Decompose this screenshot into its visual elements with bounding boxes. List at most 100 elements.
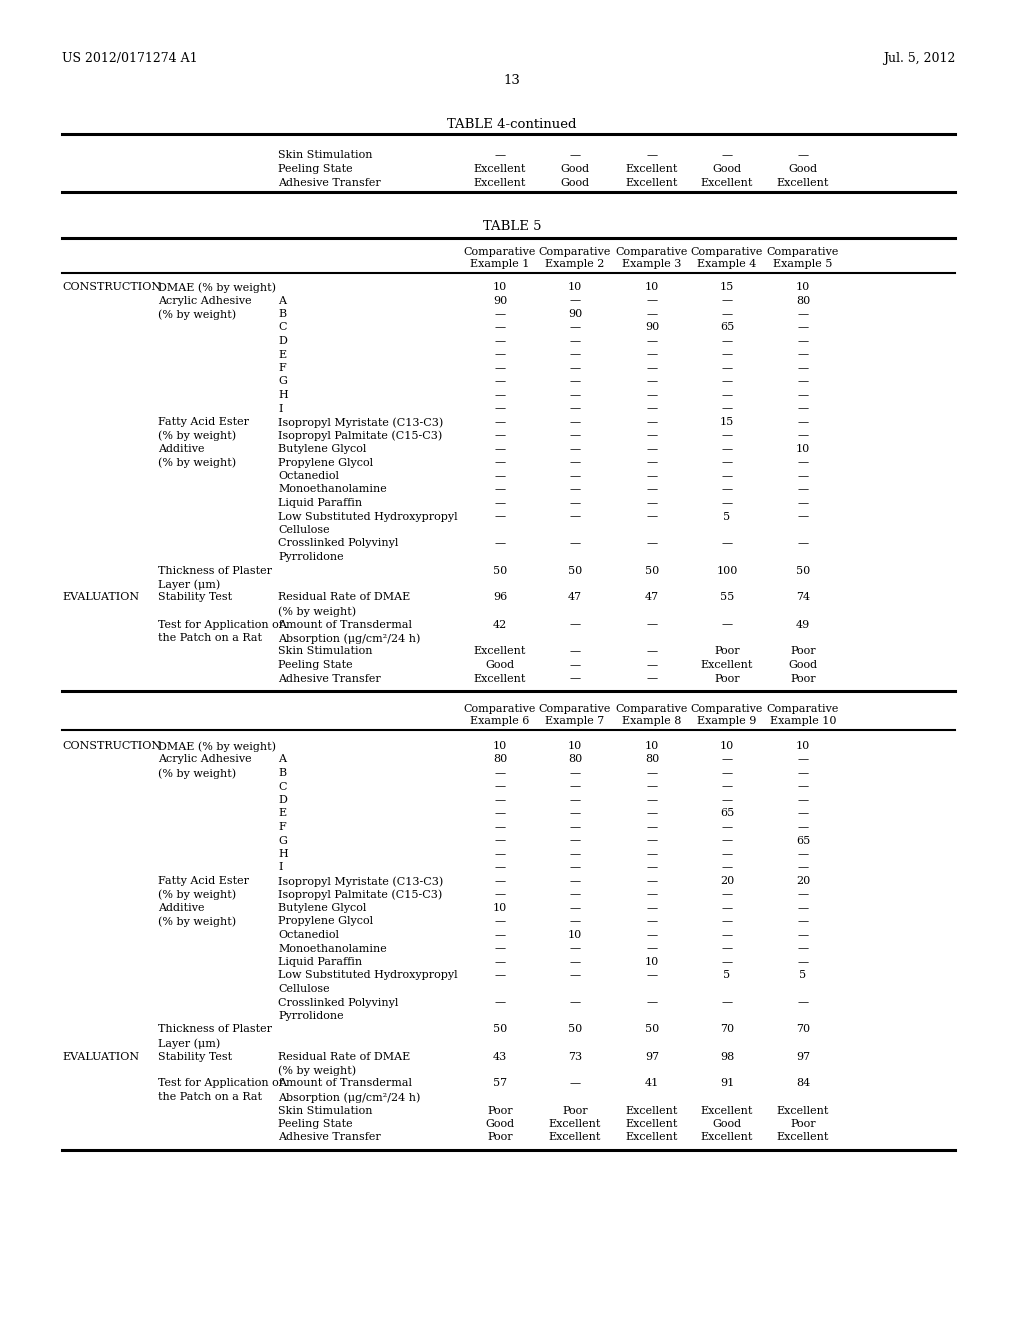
Text: —: — [798,755,809,764]
Text: —: — [722,471,732,480]
Text: Butylene Glycol: Butylene Glycol [278,903,367,913]
Text: —: — [798,768,809,777]
Text: 10: 10 [645,282,659,292]
Text: —: — [722,458,732,467]
Text: —: — [798,931,809,940]
Text: —: — [722,944,732,953]
Text: 97: 97 [796,1052,810,1061]
Text: Monoethanolamine: Monoethanolamine [278,484,387,495]
Text: Example 9: Example 9 [697,715,757,726]
Text: 91: 91 [720,1078,734,1089]
Text: 50: 50 [568,1024,582,1035]
Text: Skin Stimulation: Skin Stimulation [278,1106,373,1115]
Text: —: — [569,768,581,777]
Text: —: — [495,836,506,846]
Text: —: — [722,539,732,549]
Text: Layer (μm): Layer (μm) [158,579,220,590]
Text: —: — [569,998,581,1007]
Text: —: — [569,619,581,630]
Text: —: — [569,781,581,792]
Text: —: — [646,998,657,1007]
Text: 5: 5 [723,511,730,521]
Text: Cellulose: Cellulose [278,983,330,994]
Text: Good: Good [788,164,817,174]
Text: —: — [569,430,581,441]
Text: EVALUATION: EVALUATION [62,593,139,602]
Text: —: — [569,957,581,968]
Text: Excellent: Excellent [626,164,678,174]
Text: 55: 55 [720,593,734,602]
Text: —: — [495,376,506,387]
Text: 96: 96 [493,593,507,602]
Text: C: C [278,781,287,792]
Text: H: H [278,849,288,859]
Text: Excellent: Excellent [777,178,829,187]
Text: —: — [798,862,809,873]
Text: —: — [569,862,581,873]
Text: 20: 20 [796,876,810,886]
Text: CONSTRUCTION: CONSTRUCTION [62,741,161,751]
Text: —: — [646,808,657,818]
Text: —: — [569,376,581,387]
Text: —: — [646,660,657,671]
Text: 50: 50 [796,565,810,576]
Text: 74: 74 [796,593,810,602]
Text: —: — [646,903,657,913]
Text: —: — [646,389,657,400]
Text: Comparative: Comparative [691,704,763,714]
Text: 50: 50 [645,565,659,576]
Text: —: — [646,404,657,413]
Text: —: — [646,363,657,374]
Text: D: D [278,795,287,805]
Text: —: — [646,795,657,805]
Text: Acrylic Adhesive: Acrylic Adhesive [158,296,252,305]
Text: Isopropyl Palmitate (C15-C3): Isopropyl Palmitate (C15-C3) [278,430,442,441]
Text: —: — [722,998,732,1007]
Text: —: — [798,337,809,346]
Text: —: — [646,876,657,886]
Text: —: — [722,404,732,413]
Text: Excellent: Excellent [474,164,526,174]
Text: —: — [495,890,506,899]
Text: —: — [798,957,809,968]
Text: —: — [646,458,657,467]
Text: 47: 47 [645,593,659,602]
Text: Adhesive Transfer: Adhesive Transfer [278,178,381,187]
Text: —: — [495,876,506,886]
Text: Liquid Paraffin: Liquid Paraffin [278,957,362,968]
Text: F: F [278,822,286,832]
Text: —: — [722,836,732,846]
Text: —: — [495,150,506,160]
Text: E: E [278,808,286,818]
Text: A: A [278,296,286,305]
Text: —: — [569,876,581,886]
Text: 10: 10 [568,282,582,292]
Text: 49: 49 [796,619,810,630]
Text: 10: 10 [493,903,507,913]
Text: —: — [495,931,506,940]
Text: Pyrrolidone: Pyrrolidone [278,552,344,562]
Text: 80: 80 [796,296,810,305]
Text: Excellent: Excellent [700,1106,754,1115]
Text: —: — [495,998,506,1007]
Text: —: — [646,309,657,319]
Text: —: — [569,822,581,832]
Text: —: — [646,822,657,832]
Text: —: — [569,1078,581,1089]
Text: 57: 57 [493,1078,507,1089]
Text: Amount of Transdermal: Amount of Transdermal [278,1078,412,1089]
Text: Octanediol: Octanediol [278,471,339,480]
Text: 13: 13 [504,74,520,87]
Text: Residual Rate of DMAE: Residual Rate of DMAE [278,1052,411,1061]
Text: Excellent: Excellent [549,1119,601,1129]
Text: Adhesive Transfer: Adhesive Transfer [278,673,381,684]
Text: G: G [278,376,287,387]
Text: —: — [646,836,657,846]
Text: Butylene Glycol: Butylene Glycol [278,444,367,454]
Text: —: — [798,350,809,359]
Text: —: — [495,781,506,792]
Text: —: — [646,430,657,441]
Text: Propylene Glycol: Propylene Glycol [278,458,373,467]
Text: Stability Test: Stability Test [158,593,232,602]
Text: —: — [798,404,809,413]
